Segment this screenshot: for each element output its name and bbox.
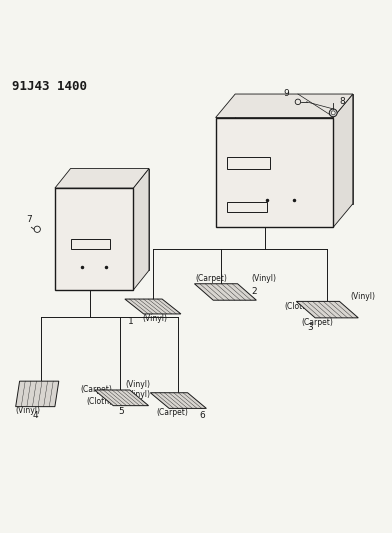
- Text: (Vinyl): (Vinyl): [125, 390, 151, 399]
- Polygon shape: [71, 168, 149, 270]
- Text: (Vinyl): (Vinyl): [125, 380, 151, 389]
- Text: (Carpet): (Carpet): [196, 273, 228, 282]
- Polygon shape: [125, 299, 181, 314]
- Text: 7: 7: [27, 215, 32, 224]
- Text: (Carpet): (Carpet): [80, 385, 112, 394]
- Polygon shape: [216, 118, 333, 227]
- Polygon shape: [235, 94, 353, 204]
- Polygon shape: [55, 168, 149, 188]
- Text: 2: 2: [251, 287, 256, 296]
- Text: (Cloth): (Cloth): [86, 397, 113, 406]
- Polygon shape: [296, 301, 358, 318]
- Bar: [227, 202, 267, 212]
- Bar: [71, 239, 110, 249]
- Text: 5: 5: [119, 407, 124, 416]
- Text: 9: 9: [283, 89, 289, 98]
- Text: (Cloth): (Cloth): [284, 302, 310, 311]
- Polygon shape: [133, 168, 149, 290]
- Polygon shape: [16, 381, 59, 407]
- Polygon shape: [94, 390, 149, 406]
- Text: 3: 3: [307, 322, 313, 332]
- Text: (Vinyl): (Vinyl): [351, 293, 376, 302]
- Text: 4: 4: [33, 410, 38, 419]
- Text: (Vinyl): (Vinyl): [142, 314, 167, 323]
- Text: (Vinyl): (Vinyl): [251, 273, 276, 282]
- Circle shape: [331, 111, 335, 115]
- Polygon shape: [194, 284, 256, 300]
- Circle shape: [329, 109, 337, 117]
- Polygon shape: [55, 188, 133, 290]
- Text: 1: 1: [128, 317, 134, 326]
- Text: (Vinyl): (Vinyl): [15, 406, 40, 415]
- Polygon shape: [333, 94, 353, 227]
- Bar: [227, 157, 270, 168]
- Polygon shape: [216, 94, 353, 118]
- Polygon shape: [150, 393, 207, 408]
- Text: 91J43 1400: 91J43 1400: [12, 80, 87, 93]
- Text: (Carpet): (Carpet): [156, 408, 189, 417]
- Text: 8: 8: [339, 97, 345, 106]
- Text: (Carpet): (Carpet): [302, 318, 334, 327]
- Text: 6: 6: [199, 411, 205, 420]
